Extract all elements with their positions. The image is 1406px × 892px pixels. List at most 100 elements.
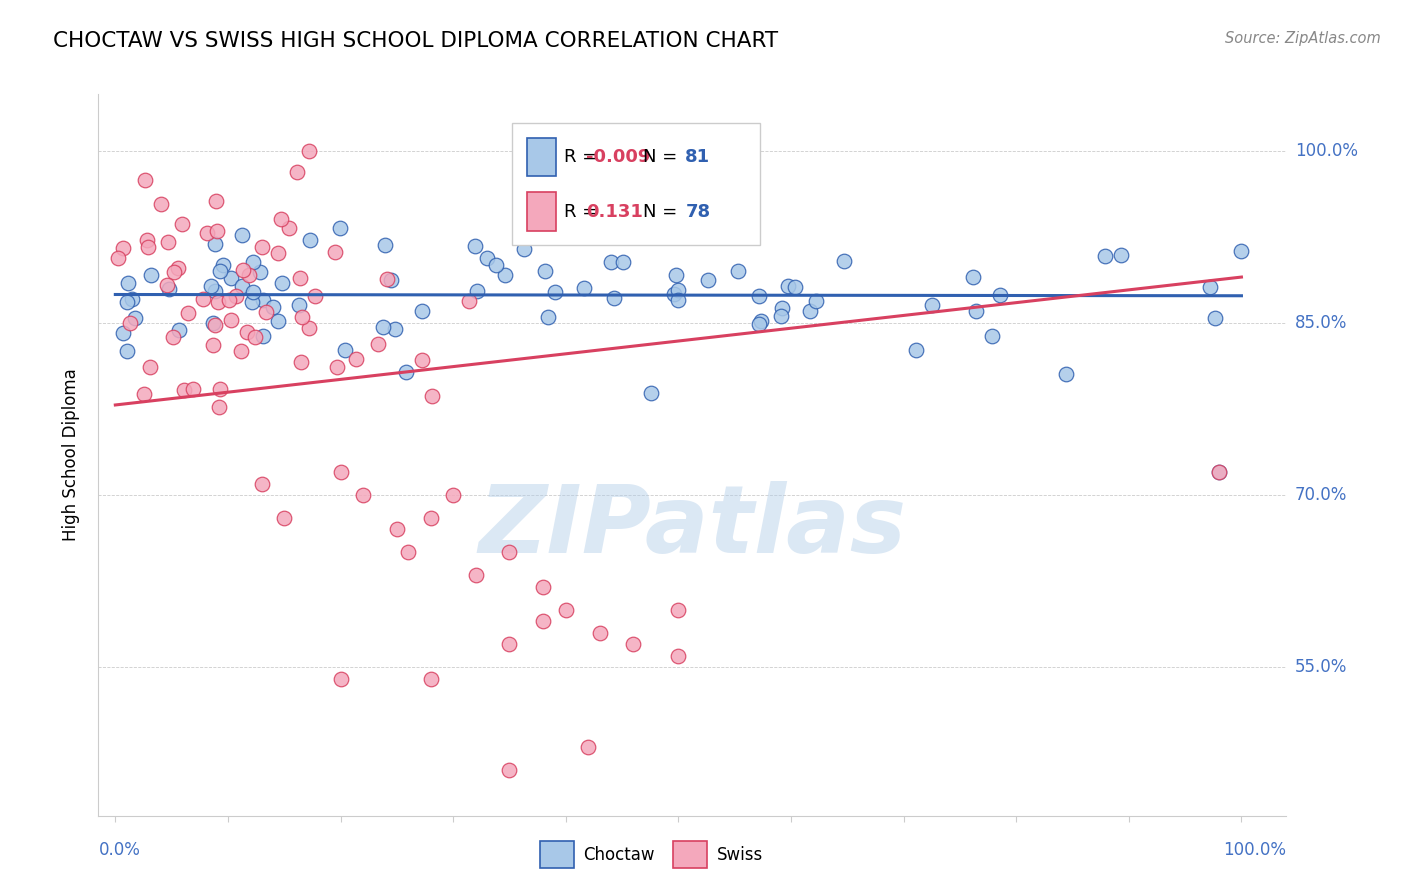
Point: [219, 312, 242, 326]
Point: [612, 255, 634, 269]
Point: [537, 310, 560, 325]
Point: [262, 300, 284, 314]
Point: [250, 476, 273, 491]
Point: [513, 243, 536, 257]
Point: [666, 648, 689, 663]
Point: [367, 337, 389, 351]
Point: [124, 310, 146, 325]
Point: [464, 239, 486, 253]
Point: [1199, 280, 1222, 294]
Point: [385, 523, 408, 537]
Text: 78: 78: [685, 202, 710, 220]
Point: [112, 326, 135, 340]
Point: [666, 293, 689, 307]
Point: [747, 289, 769, 303]
Point: [799, 303, 821, 318]
Text: ZIPatlas: ZIPatlas: [478, 481, 907, 574]
Point: [384, 322, 406, 336]
Point: [304, 289, 326, 303]
Point: [380, 272, 402, 286]
Point: [115, 343, 138, 358]
Point: [288, 271, 311, 285]
Point: [371, 320, 394, 334]
Point: [157, 235, 180, 249]
Point: [485, 258, 508, 272]
Text: 0.131: 0.131: [586, 202, 643, 220]
Point: [588, 625, 610, 640]
Point: [298, 321, 321, 335]
Point: [267, 246, 290, 260]
Text: 81: 81: [685, 148, 710, 166]
Point: [121, 292, 143, 306]
Point: [150, 197, 173, 211]
Point: [162, 265, 184, 279]
Text: 55.0%: 55.0%: [1295, 658, 1347, 676]
Point: [136, 240, 159, 254]
Point: [600, 255, 623, 269]
Point: [107, 251, 129, 265]
Point: [664, 287, 686, 301]
Point: [209, 382, 232, 396]
Point: [242, 285, 264, 299]
Point: [231, 343, 253, 358]
Point: [981, 329, 1004, 343]
Point: [572, 281, 595, 295]
Point: [603, 291, 626, 305]
Text: 85.0%: 85.0%: [1295, 314, 1347, 332]
Point: [464, 568, 486, 582]
Point: [621, 637, 644, 651]
Point: [162, 329, 184, 343]
Point: [134, 173, 156, 187]
Point: [271, 277, 294, 291]
Point: [285, 165, 308, 179]
Y-axis label: High School Diploma: High School Diploma: [62, 368, 80, 541]
Point: [231, 279, 253, 293]
Point: [498, 545, 520, 559]
Point: [231, 227, 253, 242]
Point: [167, 323, 190, 337]
Text: R =: R =: [564, 148, 603, 166]
Point: [770, 301, 793, 315]
Point: [1230, 244, 1253, 259]
Point: [498, 637, 520, 651]
Point: [323, 245, 346, 260]
Text: N =: N =: [643, 202, 683, 220]
Point: [204, 194, 226, 208]
Point: [252, 240, 274, 254]
Point: [290, 355, 312, 369]
Point: [326, 359, 349, 374]
Point: [240, 295, 263, 310]
Point: [219, 271, 242, 285]
Point: [236, 325, 259, 339]
Point: [531, 614, 554, 628]
Point: [806, 293, 828, 308]
Point: [1204, 311, 1226, 326]
Point: [167, 261, 190, 276]
Point: [173, 383, 195, 397]
Point: [666, 603, 689, 617]
Point: [252, 293, 274, 307]
Point: [458, 293, 481, 308]
Point: [195, 227, 218, 241]
Point: [270, 212, 292, 227]
Point: [962, 270, 984, 285]
Point: [419, 511, 441, 525]
Point: [576, 740, 599, 755]
Point: [420, 389, 443, 403]
Text: 0.0%: 0.0%: [98, 841, 141, 859]
Point: [905, 343, 928, 358]
Point: [329, 672, 352, 686]
Point: [1208, 465, 1230, 479]
Point: [665, 268, 688, 282]
Point: [120, 316, 142, 330]
Point: [207, 295, 229, 310]
Point: [298, 233, 321, 247]
Point: [225, 288, 247, 302]
Point: [193, 292, 215, 306]
Text: Choctaw: Choctaw: [583, 846, 655, 863]
Point: [533, 264, 555, 278]
Point: [344, 352, 367, 367]
Point: [157, 282, 180, 296]
Point: [242, 255, 264, 269]
Point: [498, 764, 520, 778]
